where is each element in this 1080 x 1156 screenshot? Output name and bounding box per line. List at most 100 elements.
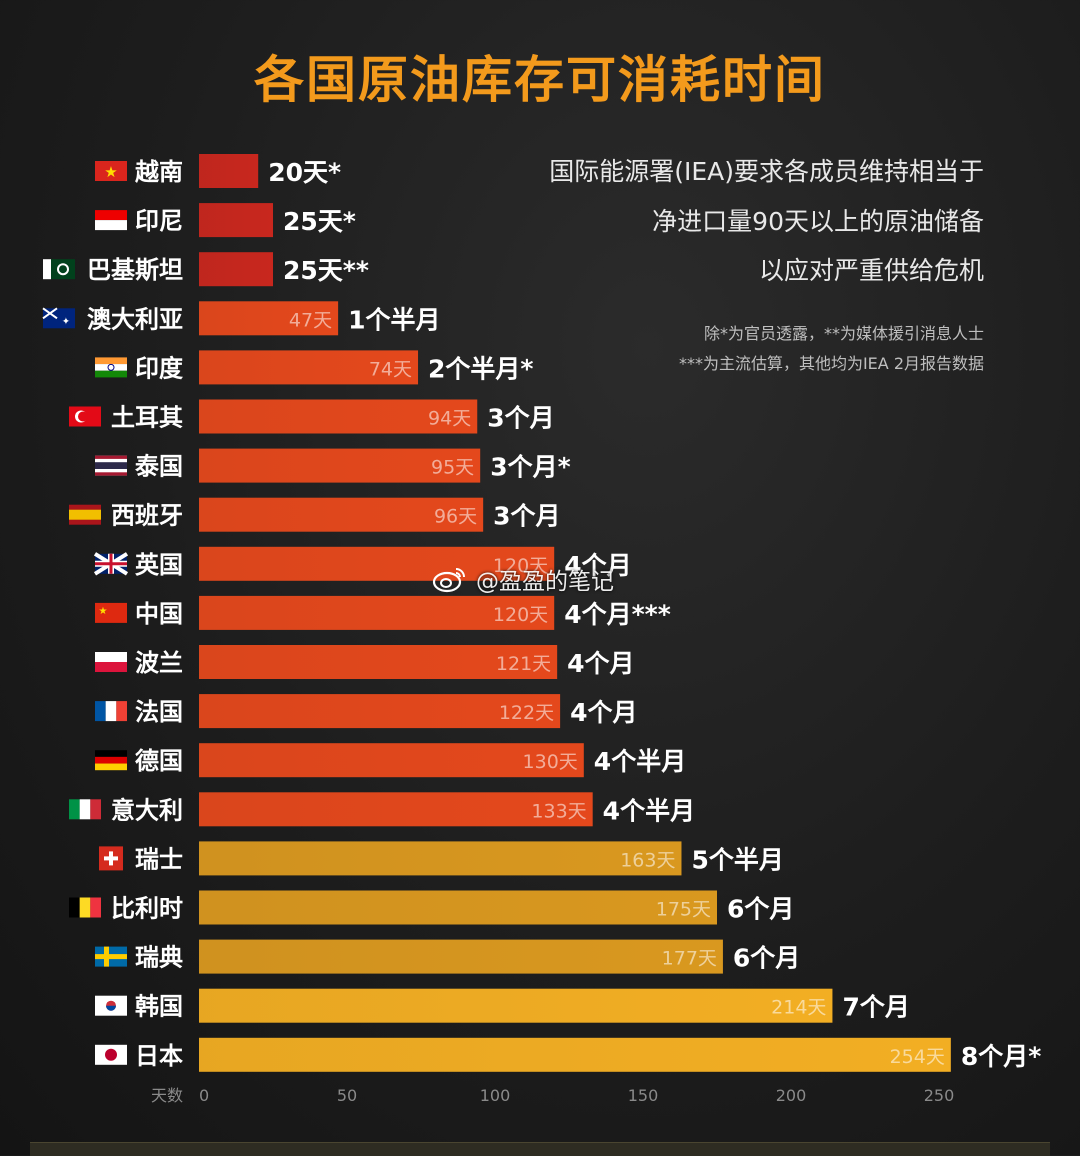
vietnam-flag: ★ [95,161,127,181]
bar-value-label: 95天 [431,457,474,479]
country-label: 德国 [135,747,183,775]
bottom-divider [30,1142,1050,1156]
bar-row: 土耳其 94天 3个月 [69,399,555,434]
country-label: 印度 [135,354,184,382]
bar-row: 瑞士 163天 5个半月 [99,841,784,876]
bar-duration-label: 3个月 [487,404,554,433]
flag-part [69,509,101,520]
flag-part [95,210,127,221]
flag-cross [95,553,127,574]
flag-part [69,799,80,820]
bar-value-label: 177天 [662,948,717,970]
bar-row: 韩国 214天 7个月 [95,988,910,1023]
bar-duration-label: 8个月* [961,1042,1041,1071]
flag-part [43,259,51,280]
bar [199,497,484,532]
bar-value-label: 120天 [493,604,548,626]
country-label: 西班牙 [111,502,183,530]
bar-duration-label: 6个月 [727,895,794,924]
flag-part [79,897,91,918]
australia-flag: ✦ [42,307,75,329]
flag-star: ★ [104,163,117,181]
bar-value-label: 47天 [289,309,332,331]
bar-row: 英国 120天 4个月 [93,546,632,581]
bar-row: 澳大利亚 ✦ 47天 1个半月 [42,301,441,336]
bar-value-label: 130天 [523,751,578,773]
bar-row: 比利时 175天 6个月 [69,890,794,925]
bar-row: 泰国 95天 3个月* [95,448,571,483]
note-line-1: 国际能源署(IEA)要求各成员维持相当于 [549,157,984,186]
flag-taeguk [106,1005,116,1011]
bar-duration-label: 3个月 [493,502,560,531]
x-tick-label: 200 [776,1086,807,1105]
germany-flag [95,750,127,771]
bar-value-label: 121天 [496,653,551,675]
x-tick-label: 100 [480,1086,511,1105]
bar-duration-label: 4个月 [567,649,634,678]
bar-duration-label: 7个月 [842,993,909,1022]
flag-part [95,161,127,181]
flag-part [105,701,117,722]
country-label: 比利时 [111,895,183,923]
flag-star: ★ [99,606,108,617]
country-label: 澳大利亚 [87,305,183,333]
bar-row: 越南 ★ 20天* [95,154,341,188]
bar [199,841,682,876]
bar-duration-label: 1个半月 [348,305,440,334]
bar-row: 印尼 25天* [95,203,356,238]
bar-value-label: 122天 [499,702,554,724]
bar-row: 印度 74天 2个半月* [95,350,534,385]
country-label: 波兰 [135,649,183,677]
bar-value-label: 254天 [890,1046,945,1068]
france-flag [95,701,127,722]
bar [199,301,339,336]
china-flag: ★ [95,602,127,623]
india-flag [95,357,127,378]
flag-part [95,602,127,623]
flag-part [95,763,127,771]
flag-sun [105,1048,117,1061]
x-tick-label: 50 [337,1086,357,1105]
bar-row: 波兰 121天 4个月 [95,645,635,679]
bar [199,743,584,778]
bar-duration-label: 25天* [283,207,356,236]
bar [199,988,833,1023]
bar [199,595,555,630]
footnote-1: 除*为官员透露，**为媒体援引消息人士 [703,324,984,343]
bar [199,350,419,385]
flag-part [95,954,127,960]
flag-part [104,856,118,861]
sweden-flag [95,946,127,967]
bar-duration-label: 25天** [283,256,369,285]
bar-duration-label: 4个半月 [594,747,686,776]
bar [199,399,478,434]
bar-row: 西班牙 96天 3个月 [69,497,561,532]
country-label: 意大利 [111,796,183,824]
bar-duration-label: 4个月 [570,698,637,727]
bar [199,252,273,287]
watermark-text: @盈盈的笔记 [476,569,614,595]
bar-row: 巴基斯坦 25天** [43,252,369,287]
bar-value-label: 94天 [428,408,471,430]
bar [199,792,593,827]
bar-value-label: 214天 [771,997,826,1019]
bar [199,890,717,925]
bar [199,448,481,483]
flag-part [79,799,91,820]
flag-part [95,701,106,722]
note-line-3: 以应对严重供给危机 [758,256,984,285]
country-label: 韩国 [135,993,183,1021]
thailand-flag [95,455,127,476]
indonesia-flag [95,210,127,231]
bar-value-label: 120天 [493,555,548,577]
bar [199,939,723,974]
flag-part [95,364,127,371]
bar [199,154,259,188]
bar [199,1037,951,1072]
watermark: @盈盈的笔记 [432,562,614,596]
flag-part [95,370,127,378]
country-label: 法国 [135,698,183,726]
flag-part [95,750,127,757]
bar [199,546,555,581]
